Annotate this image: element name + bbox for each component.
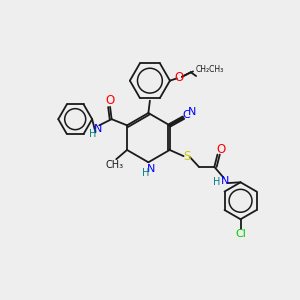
Text: N: N	[188, 107, 196, 117]
Text: CH₂CH₃: CH₂CH₃	[195, 65, 224, 74]
Text: H: H	[89, 129, 97, 139]
Text: Cl: Cl	[235, 229, 246, 239]
Text: C: C	[183, 110, 190, 120]
Text: N: N	[146, 164, 155, 174]
Text: O: O	[216, 143, 225, 156]
Text: H: H	[213, 176, 220, 187]
Text: H: H	[142, 168, 149, 178]
Text: CH₃: CH₃	[106, 160, 124, 170]
Text: O: O	[106, 94, 115, 107]
Text: N: N	[94, 124, 102, 134]
Text: N: N	[221, 176, 229, 186]
Text: O: O	[175, 71, 184, 84]
Text: S: S	[183, 150, 190, 163]
